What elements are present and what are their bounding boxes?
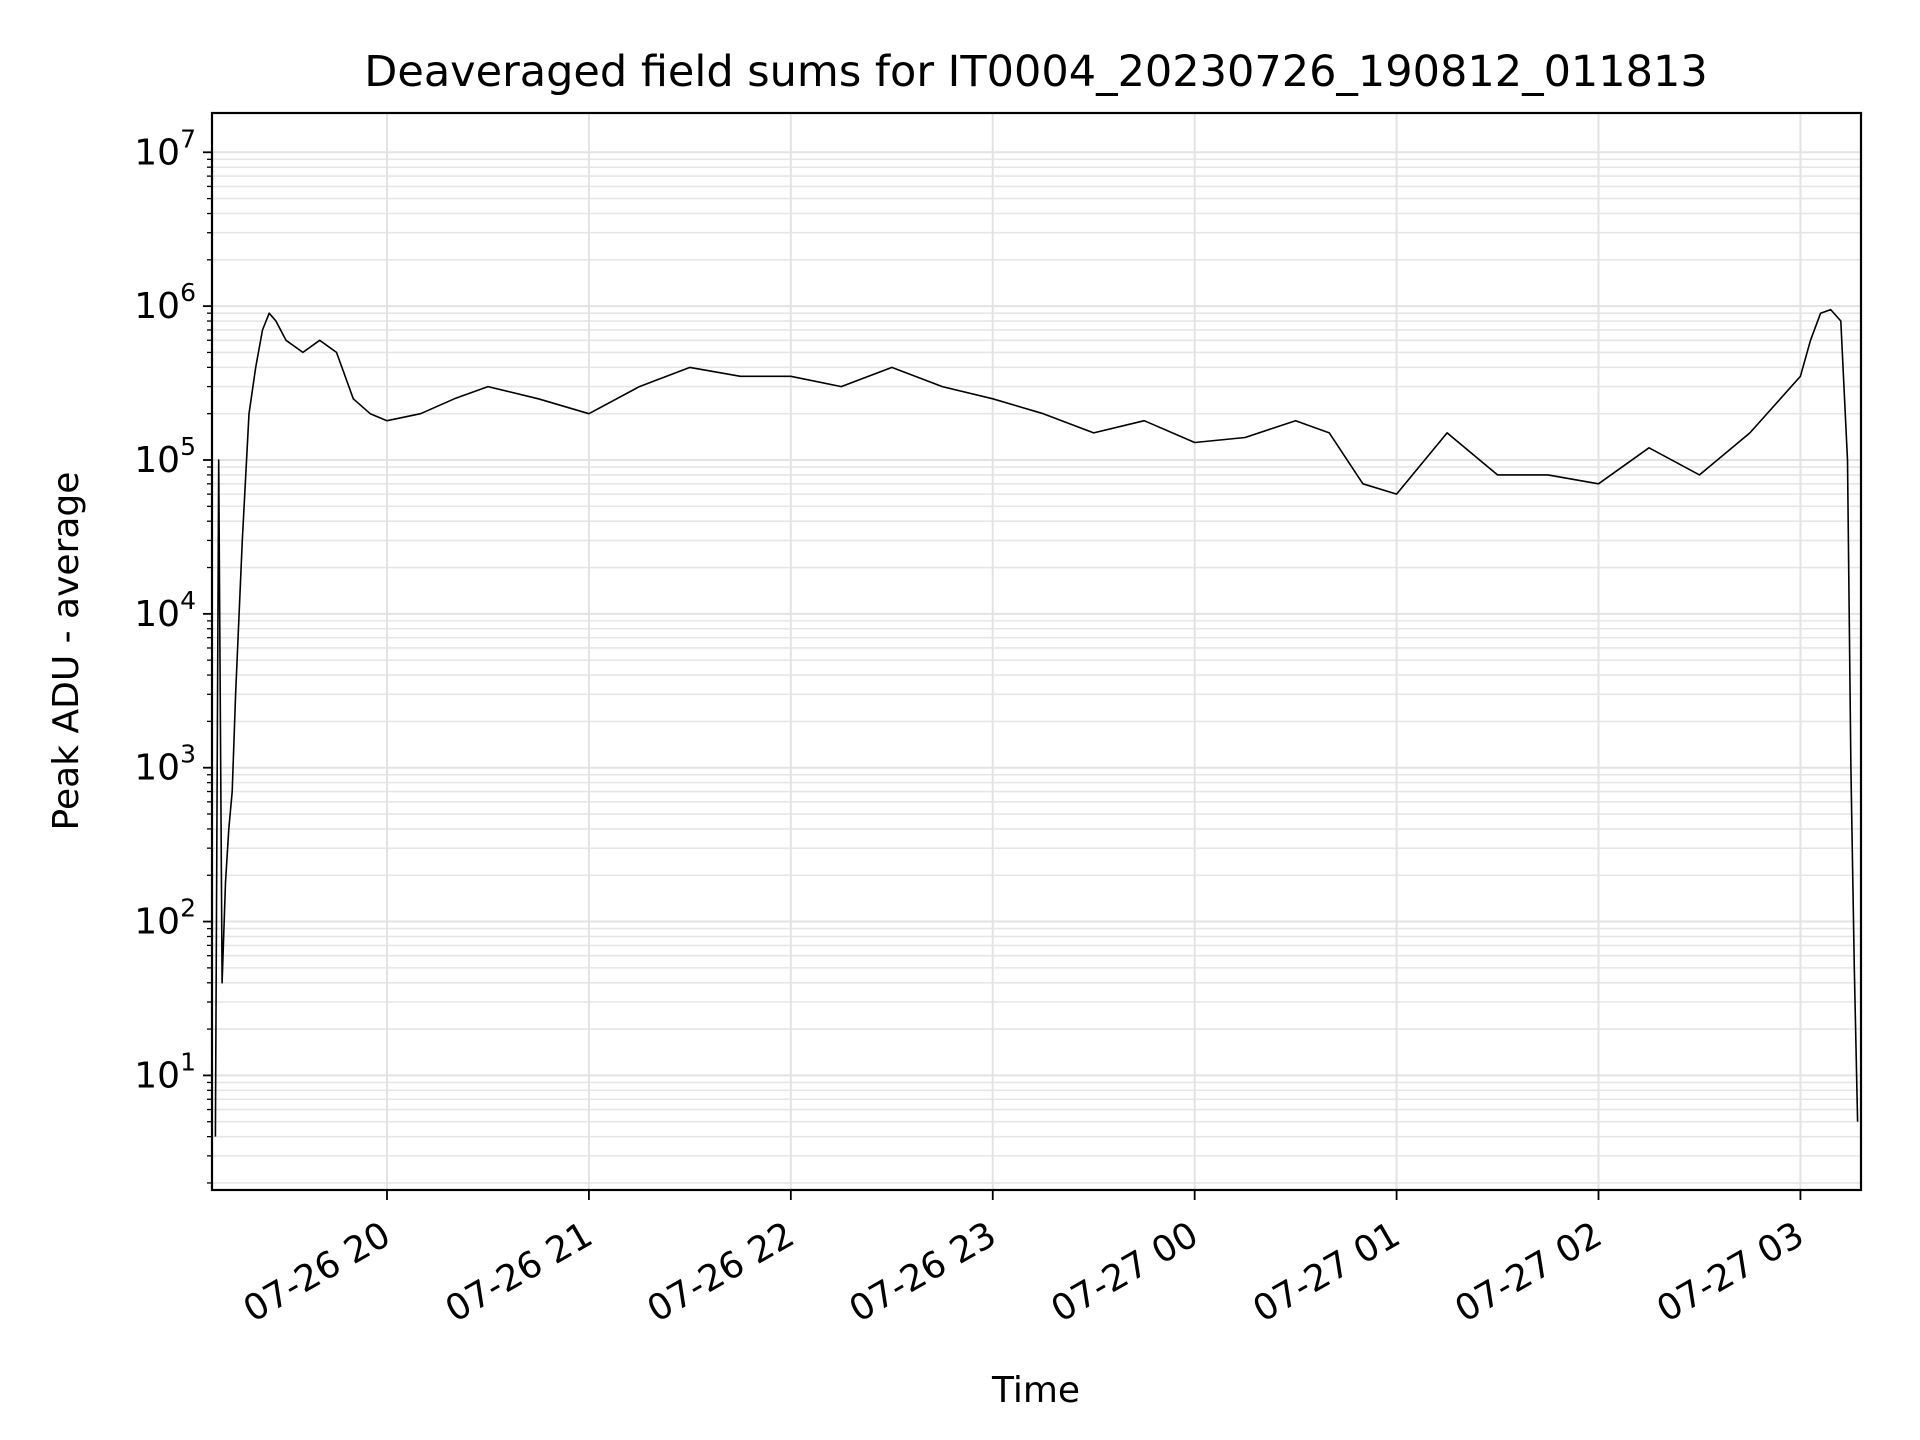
- y-tick-label: 101: [134, 1047, 196, 1096]
- y-tick-base: 10: [134, 286, 180, 327]
- y-tick-label: 103: [134, 740, 196, 789]
- y-tick-label: 107: [134, 124, 196, 173]
- y-tick-base: 10: [134, 594, 180, 635]
- y-tick-label: 104: [134, 586, 196, 635]
- chart-title: Deaveraged field sums for IT0004_2023072…: [364, 47, 1707, 97]
- x-axis: 07-26 20 07-26 21 07-26 22 07-26 23 07-27 00…: [237, 1190, 1811, 1331]
- x-tick-label: 07-26 22: [641, 1214, 802, 1330]
- y-tick-label: 106: [134, 278, 196, 327]
- y-tick-base: 10: [134, 132, 180, 173]
- y-tick-base: 10: [134, 748, 180, 789]
- y-tick-exponent: 3: [180, 740, 196, 769]
- y-tick-base: 10: [134, 440, 180, 481]
- x-tick-label: 07-26 23: [843, 1214, 1004, 1330]
- x-tick-label: 07-27 00: [1044, 1214, 1205, 1330]
- y-tick-label: 105: [134, 432, 196, 481]
- y-tick-exponent: 2: [180, 894, 196, 923]
- x-tick-label: 07-26 21: [439, 1214, 600, 1330]
- y-tick-base: 10: [134, 902, 180, 943]
- y-axis-title: Peak ADU - average: [46, 472, 87, 831]
- y-tick-exponent: 5: [180, 432, 196, 461]
- grid: [212, 113, 1861, 1190]
- x-tick-label: 07-27 01: [1246, 1214, 1407, 1330]
- x-tick-label: 07-26 20: [237, 1214, 398, 1330]
- plot-frame: [210, 111, 1863, 1192]
- x-tick-label: 07-27 02: [1448, 1214, 1609, 1330]
- y-tick-exponent: 7: [180, 124, 196, 153]
- series-line: [214, 308, 1859, 1137]
- x-tick-label: 07-27 03: [1650, 1214, 1811, 1330]
- y-tick-label: 102: [134, 894, 196, 943]
- y-tick-exponent: 4: [180, 586, 196, 615]
- x-axis-title: Time: [991, 1370, 1080, 1411]
- y-tick-base: 10: [134, 1055, 180, 1096]
- y-tick-exponent: 1: [180, 1047, 196, 1076]
- y-tick-exponent: 6: [180, 278, 196, 307]
- series-layer: [214, 308, 1859, 1137]
